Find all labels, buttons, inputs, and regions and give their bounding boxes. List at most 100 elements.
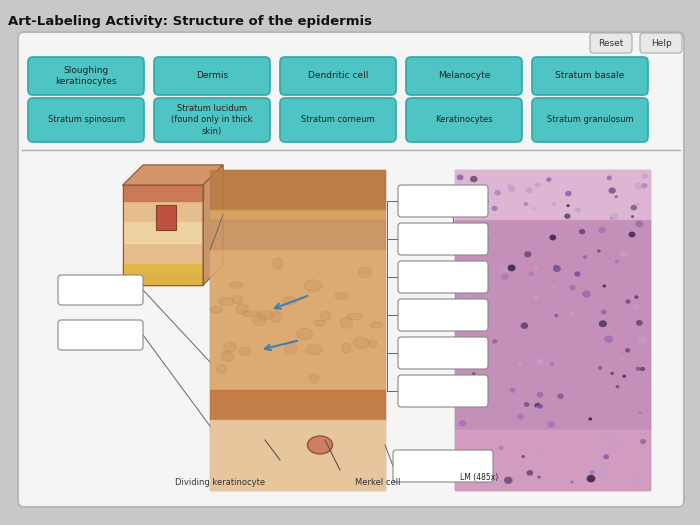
Ellipse shape xyxy=(282,297,297,305)
Ellipse shape xyxy=(239,347,251,355)
Ellipse shape xyxy=(534,296,538,300)
Ellipse shape xyxy=(314,320,326,326)
Ellipse shape xyxy=(519,463,524,467)
Polygon shape xyxy=(455,220,650,430)
Ellipse shape xyxy=(499,262,504,266)
Text: Stratum granulosum: Stratum granulosum xyxy=(547,116,634,124)
Ellipse shape xyxy=(540,452,545,456)
Ellipse shape xyxy=(517,414,524,420)
Ellipse shape xyxy=(634,295,638,299)
Ellipse shape xyxy=(304,280,321,291)
Ellipse shape xyxy=(550,235,556,240)
Ellipse shape xyxy=(524,402,529,407)
FancyBboxPatch shape xyxy=(280,57,396,95)
Polygon shape xyxy=(123,185,203,285)
Polygon shape xyxy=(123,201,203,221)
Ellipse shape xyxy=(638,411,642,414)
Ellipse shape xyxy=(354,337,370,349)
FancyBboxPatch shape xyxy=(640,33,682,53)
Ellipse shape xyxy=(566,204,570,207)
Bar xyxy=(210,170,385,490)
Polygon shape xyxy=(210,390,385,420)
FancyBboxPatch shape xyxy=(18,32,684,507)
Ellipse shape xyxy=(469,361,472,364)
Ellipse shape xyxy=(641,183,648,188)
Ellipse shape xyxy=(565,191,572,196)
Ellipse shape xyxy=(625,348,630,352)
Ellipse shape xyxy=(524,251,531,257)
Ellipse shape xyxy=(569,311,573,315)
FancyBboxPatch shape xyxy=(532,57,648,95)
Ellipse shape xyxy=(554,314,559,317)
Ellipse shape xyxy=(522,455,525,458)
Polygon shape xyxy=(210,220,385,250)
Ellipse shape xyxy=(629,232,636,237)
FancyBboxPatch shape xyxy=(280,98,396,142)
Ellipse shape xyxy=(603,285,606,288)
Ellipse shape xyxy=(636,203,640,206)
Ellipse shape xyxy=(587,475,596,482)
Ellipse shape xyxy=(459,190,466,196)
Text: Sloughing
keratinocytes: Sloughing keratinocytes xyxy=(55,66,117,86)
Ellipse shape xyxy=(570,480,574,484)
Ellipse shape xyxy=(582,290,591,298)
Ellipse shape xyxy=(588,417,592,421)
Ellipse shape xyxy=(619,249,628,257)
Ellipse shape xyxy=(470,176,477,182)
Ellipse shape xyxy=(472,372,475,375)
FancyBboxPatch shape xyxy=(406,98,522,142)
Ellipse shape xyxy=(218,297,235,306)
Polygon shape xyxy=(203,165,223,285)
Ellipse shape xyxy=(462,303,468,308)
Ellipse shape xyxy=(460,203,464,206)
Text: Stratum lucidum
(found only in thick
skin): Stratum lucidum (found only in thick ski… xyxy=(172,104,253,135)
Ellipse shape xyxy=(613,439,621,446)
Text: Melanocyte: Melanocyte xyxy=(438,71,490,80)
Polygon shape xyxy=(210,420,385,490)
Ellipse shape xyxy=(598,320,607,327)
Ellipse shape xyxy=(636,320,643,325)
Ellipse shape xyxy=(528,271,534,276)
Ellipse shape xyxy=(518,363,522,366)
FancyBboxPatch shape xyxy=(398,337,488,369)
Ellipse shape xyxy=(638,337,646,344)
Text: Stratum spinosum: Stratum spinosum xyxy=(48,116,125,124)
Ellipse shape xyxy=(241,311,259,317)
Ellipse shape xyxy=(468,199,474,204)
FancyBboxPatch shape xyxy=(590,33,632,53)
Text: Stratum basale: Stratum basale xyxy=(555,71,624,80)
Ellipse shape xyxy=(579,229,585,234)
Ellipse shape xyxy=(475,191,480,196)
Polygon shape xyxy=(123,165,223,185)
FancyBboxPatch shape xyxy=(28,98,144,142)
Ellipse shape xyxy=(640,367,645,371)
Ellipse shape xyxy=(603,454,609,459)
Ellipse shape xyxy=(510,388,515,393)
FancyBboxPatch shape xyxy=(58,275,143,305)
Ellipse shape xyxy=(524,202,528,206)
Ellipse shape xyxy=(574,271,580,277)
Ellipse shape xyxy=(501,274,509,280)
Text: Dividing keratinocyte: Dividing keratinocyte xyxy=(175,478,265,487)
Ellipse shape xyxy=(342,343,351,353)
Ellipse shape xyxy=(464,195,473,202)
Ellipse shape xyxy=(457,175,463,180)
Ellipse shape xyxy=(575,207,581,213)
Ellipse shape xyxy=(483,479,486,482)
Ellipse shape xyxy=(546,177,552,182)
Polygon shape xyxy=(123,263,203,273)
Ellipse shape xyxy=(554,265,559,269)
Ellipse shape xyxy=(597,249,601,253)
Polygon shape xyxy=(123,273,203,285)
Ellipse shape xyxy=(550,362,554,366)
Ellipse shape xyxy=(502,266,510,272)
Text: Stratum corneum: Stratum corneum xyxy=(301,116,375,124)
Ellipse shape xyxy=(589,470,595,475)
Ellipse shape xyxy=(494,190,501,195)
Ellipse shape xyxy=(258,311,274,320)
Ellipse shape xyxy=(608,187,616,194)
Ellipse shape xyxy=(569,285,575,290)
Ellipse shape xyxy=(531,207,536,210)
Ellipse shape xyxy=(491,206,498,211)
Ellipse shape xyxy=(464,293,470,299)
